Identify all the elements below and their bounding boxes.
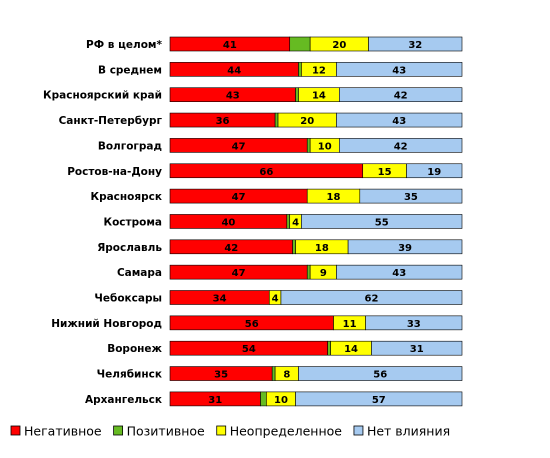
data-label: 47 [232, 141, 246, 152]
data-label: 20 [300, 116, 314, 127]
legend-label: Негативное [24, 424, 102, 439]
category-label: Красноярский край [43, 90, 162, 102]
data-label: 42 [224, 243, 238, 254]
category-label: Челябинск [97, 369, 162, 381]
data-label: 9 [320, 268, 327, 279]
legend-swatch [216, 425, 227, 436]
data-label: 15 [378, 167, 392, 178]
data-label: 35 [214, 370, 228, 381]
data-label: 35 [404, 192, 418, 203]
bar-segment [260, 391, 267, 407]
data-label: 31 [208, 395, 222, 406]
data-label: 34 [213, 294, 227, 305]
data-label: 10 [274, 395, 288, 406]
bar-segment [365, 315, 463, 331]
bar-segment [295, 87, 299, 102]
data-label: 43 [392, 116, 406, 127]
bar-segment [280, 290, 463, 305]
data-label: 36 [216, 116, 230, 127]
data-label: 14 [344, 344, 358, 355]
bar-segment [339, 138, 463, 153]
bar-segment [274, 112, 279, 128]
data-label: 14 [312, 91, 326, 102]
bar-segment [336, 264, 463, 280]
data-label: 42 [394, 141, 408, 152]
category-label: Чебоксары [94, 293, 162, 305]
data-label: 40 [221, 217, 235, 228]
bar-segment [298, 62, 302, 77]
bar-segment [327, 340, 331, 356]
category-label: Ростов-на-Дону [67, 166, 162, 178]
category-labels: РФ в целом* В среднем Красноярский край Сан… [43, 39, 162, 406]
data-label: 62 [365, 294, 379, 305]
bar-segment [306, 264, 311, 280]
legend-label: Нет влияния [367, 424, 450, 439]
legend-label: Неопределенное [230, 424, 343, 439]
category-label: Красноярск [91, 191, 163, 203]
legend: Негативное Позитивное Неопределенное Нет вл… [10, 424, 450, 439]
data-label: 12 [312, 65, 326, 76]
data-label: 56 [373, 370, 387, 381]
category-label: РФ в целом* [86, 39, 162, 51]
bar-segment [286, 214, 291, 229]
data-label: 66 [259, 167, 273, 178]
data-label: 31 [410, 344, 424, 355]
category-label: Самара [117, 267, 162, 279]
bar-segment [368, 36, 463, 52]
legend-swatch [353, 425, 364, 436]
category-label: Архангельск [85, 394, 162, 406]
bar-segment [371, 340, 463, 356]
data-label: 42 [394, 91, 408, 102]
data-label: 57 [372, 395, 386, 406]
data-label: 43 [392, 268, 406, 279]
data-label: 8 [283, 370, 290, 381]
bar-segment [406, 163, 463, 179]
bar-segment [301, 214, 463, 229]
bar-segment [298, 366, 463, 381]
bar-segment [271, 366, 276, 381]
data-label: 18 [327, 192, 341, 203]
data-label: 47 [232, 192, 246, 203]
bar-segment [359, 188, 463, 204]
data-label: 10 [318, 141, 332, 152]
bar-segment [347, 239, 463, 255]
data-label: 55 [375, 217, 389, 228]
bar-segment [336, 112, 463, 128]
category-label: Воронеж [107, 343, 162, 355]
category-label: Нижний Новгород [51, 318, 162, 330]
data-label: 20 [332, 40, 346, 51]
data-label: 43 [226, 91, 240, 102]
bar-segment [339, 87, 463, 102]
data-label: 39 [398, 243, 412, 254]
data-label: 43 [392, 65, 406, 76]
data-label: 56 [245, 319, 259, 330]
bar-segment [289, 36, 311, 52]
data-label: 4 [272, 294, 279, 305]
bar-segment [306, 138, 311, 153]
data-label: 19 [427, 167, 441, 178]
legend-swatch [10, 425, 21, 436]
category-label: Кострома [103, 216, 162, 228]
data-label: 32 [408, 40, 422, 51]
data-label: 41 [223, 40, 237, 51]
bar-segment [295, 391, 463, 407]
category-label: В среднем [98, 64, 162, 76]
category-label: Волгоград [98, 140, 162, 152]
category-label: Ярославль [97, 242, 162, 254]
legend-label: Позитивное [127, 424, 205, 439]
data-label: 18 [315, 243, 329, 254]
legend-swatch [113, 425, 124, 436]
bar-segment [292, 239, 296, 255]
data-label: 47 [232, 268, 246, 279]
data-label: 11 [343, 319, 357, 330]
bars [169, 36, 463, 407]
category-label: Санкт-Петербург [59, 115, 163, 127]
bar-segment [336, 62, 463, 77]
data-label: 44 [227, 65, 241, 76]
data-label: 4 [292, 217, 299, 228]
data-label: 33 [407, 319, 421, 330]
data-label: 54 [242, 344, 256, 355]
